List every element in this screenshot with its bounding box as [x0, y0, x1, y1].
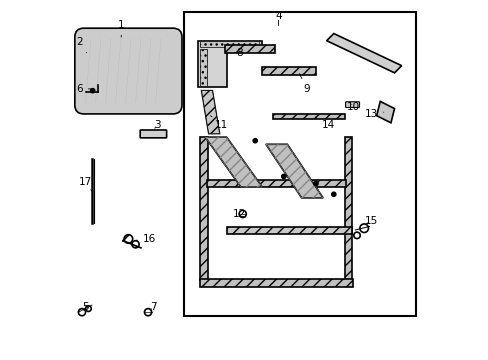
- Circle shape: [331, 192, 335, 197]
- Bar: [200, 279, 353, 287]
- Circle shape: [253, 139, 257, 143]
- Polygon shape: [376, 102, 394, 123]
- Text: 9: 9: [299, 73, 310, 94]
- Text: 1: 1: [118, 19, 124, 37]
- FancyBboxPatch shape: [75, 28, 182, 114]
- Bar: [272, 113, 344, 119]
- Text: 13: 13: [364, 109, 383, 119]
- Bar: [200, 49, 206, 86]
- FancyBboxPatch shape: [345, 102, 359, 108]
- Circle shape: [281, 174, 285, 179]
- FancyBboxPatch shape: [140, 130, 166, 138]
- Text: 6: 6: [76, 84, 91, 94]
- Text: 5: 5: [82, 302, 89, 312]
- Bar: [206, 180, 346, 187]
- Bar: [224, 45, 274, 53]
- Circle shape: [313, 181, 317, 186]
- Polygon shape: [201, 91, 219, 134]
- Polygon shape: [326, 33, 401, 73]
- Bar: [226, 227, 351, 234]
- Text: 10: 10: [346, 102, 359, 112]
- Bar: [262, 67, 315, 75]
- Polygon shape: [198, 41, 262, 87]
- Text: 12: 12: [232, 209, 245, 219]
- Polygon shape: [205, 137, 262, 187]
- Bar: [344, 137, 352, 280]
- Text: 2: 2: [76, 37, 86, 53]
- Text: 8: 8: [235, 48, 242, 58]
- Bar: [200, 137, 207, 280]
- Circle shape: [90, 89, 95, 93]
- Bar: [183, 12, 415, 316]
- Text: 4: 4: [275, 11, 281, 21]
- Text: 14: 14: [315, 116, 334, 130]
- Text: 15: 15: [364, 216, 377, 226]
- Text: 11: 11: [210, 116, 227, 130]
- Polygon shape: [265, 144, 323, 198]
- Text: 16: 16: [135, 234, 156, 244]
- Text: 7: 7: [150, 302, 156, 312]
- Polygon shape: [201, 91, 219, 134]
- Text: 3: 3: [153, 120, 160, 130]
- Bar: [200, 41, 258, 47]
- Text: 17: 17: [79, 177, 92, 191]
